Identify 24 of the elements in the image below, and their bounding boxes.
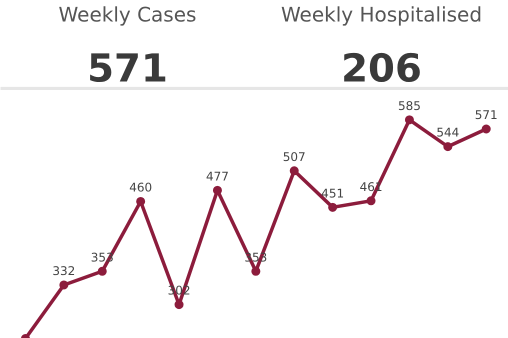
category-label: Weekly Cases xyxy=(58,2,196,26)
data-label: 571 xyxy=(474,108,498,122)
data-label: 332 xyxy=(52,264,76,278)
data-label: 507 xyxy=(282,150,306,164)
point xyxy=(98,266,107,276)
point xyxy=(136,196,146,206)
data-label: 571 xyxy=(87,46,168,92)
point xyxy=(443,142,452,152)
point xyxy=(251,266,260,276)
point xyxy=(174,300,184,310)
data-label: 206 xyxy=(341,46,422,92)
point xyxy=(404,115,414,124)
data-label: 477 xyxy=(206,169,229,184)
point xyxy=(290,166,299,176)
point xyxy=(366,196,376,206)
point xyxy=(482,124,491,134)
data-label: 451 xyxy=(321,186,344,200)
data-label: 544 xyxy=(436,126,460,140)
point xyxy=(59,280,68,290)
point xyxy=(212,186,222,195)
data-label: 585 xyxy=(398,98,421,113)
point xyxy=(328,202,338,212)
category-label: Weekly Hospitalised xyxy=(280,2,482,26)
data-label: 460 xyxy=(129,180,152,194)
